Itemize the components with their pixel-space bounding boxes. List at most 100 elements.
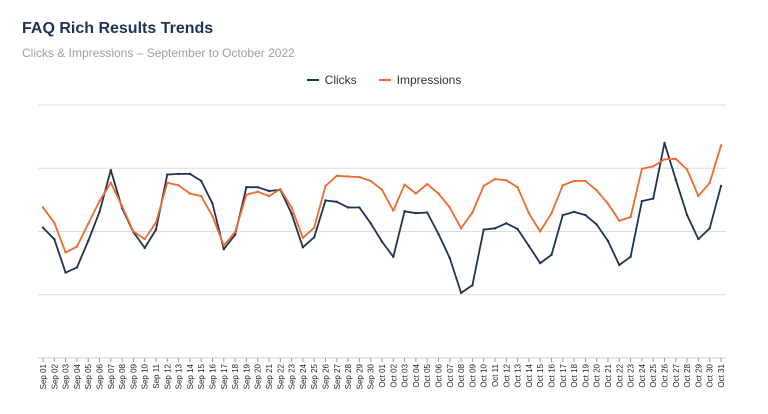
x-tick-label: Sep 17 bbox=[220, 363, 229, 389]
data-point-clicks bbox=[606, 239, 610, 243]
data-point-impressions bbox=[279, 187, 282, 191]
data-point-clicks bbox=[143, 246, 146, 250]
chart-legend: Clicks Impressions bbox=[0, 73, 768, 87]
x-tick-label: Sep 22 bbox=[276, 363, 285, 389]
x-tick-label: Sep 27 bbox=[333, 363, 342, 389]
data-point-impressions bbox=[313, 226, 316, 229]
data-point-impressions bbox=[516, 186, 519, 189]
data-point-clicks bbox=[290, 212, 293, 215]
data-point-impressions bbox=[685, 168, 689, 171]
x-tick-label: Sep 30 bbox=[367, 363, 376, 389]
x-tick-label: Oct 06 bbox=[435, 363, 444, 387]
data-point-impressions bbox=[188, 192, 192, 195]
data-point-impressions bbox=[245, 193, 248, 197]
x-tick-label: Sep 07 bbox=[107, 363, 116, 389]
x-tick-label: Sep 04 bbox=[73, 363, 82, 389]
data-point-impressions bbox=[493, 177, 497, 181]
data-point-clicks bbox=[403, 210, 406, 213]
data-point-impressions bbox=[550, 211, 553, 215]
data-point-impressions bbox=[584, 179, 587, 183]
data-point-impressions bbox=[448, 206, 451, 209]
data-point-clicks bbox=[527, 244, 531, 248]
x-tick-label: Sep 10 bbox=[141, 363, 150, 389]
x-tick-label: Oct 27 bbox=[672, 363, 681, 387]
x-tick-label: Sep 24 bbox=[299, 363, 308, 389]
data-point-impressions bbox=[64, 251, 67, 254]
legend-label-impressions: Impressions bbox=[396, 73, 462, 87]
data-point-impressions bbox=[222, 244, 225, 247]
data-point-impressions bbox=[120, 205, 124, 208]
data-point-impressions bbox=[595, 189, 598, 192]
data-point-clicks bbox=[595, 223, 598, 226]
x-tick-label: Sep 25 bbox=[310, 363, 319, 389]
chart-subtitle: Clicks & Impressions – September to Octo… bbox=[22, 46, 295, 60]
x-tick-label: Sep 08 bbox=[118, 363, 127, 389]
data-point-impressions bbox=[154, 221, 158, 224]
data-point-clicks bbox=[493, 227, 497, 230]
data-point-impressions bbox=[482, 184, 485, 188]
x-tick-label: Oct 30 bbox=[706, 363, 715, 387]
x-tick-label: Sep 03 bbox=[62, 363, 71, 389]
x-tick-label: Sep 28 bbox=[344, 363, 353, 389]
data-point-impressions bbox=[437, 192, 440, 195]
data-point-impressions bbox=[561, 184, 564, 187]
data-point-clicks bbox=[64, 271, 67, 274]
data-point-impressions bbox=[697, 194, 700, 198]
data-point-clicks bbox=[256, 186, 259, 189]
legend-swatch-clicks bbox=[306, 79, 319, 81]
data-point-clicks bbox=[346, 206, 350, 209]
x-tick-label: Sep 23 bbox=[288, 363, 297, 389]
data-point-clicks bbox=[618, 263, 621, 267]
x-tick-label: Oct 20 bbox=[593, 363, 602, 387]
x-tick-label: Oct 08 bbox=[457, 363, 466, 387]
x-tick-label: Sep 29 bbox=[355, 363, 364, 389]
data-point-clicks bbox=[267, 189, 271, 193]
data-point-impressions bbox=[539, 230, 542, 233]
x-tick-label: Sep 16 bbox=[209, 363, 218, 389]
data-point-clicks bbox=[177, 172, 180, 176]
data-point-clicks bbox=[245, 186, 248, 189]
data-point-clicks bbox=[708, 227, 711, 230]
x-tick-label: Oct 24 bbox=[638, 363, 647, 387]
x-tick-label: Sep 02 bbox=[50, 363, 59, 389]
data-point-clicks bbox=[459, 291, 463, 295]
x-tick-label: Oct 12 bbox=[502, 363, 511, 387]
data-point-impressions bbox=[346, 175, 350, 178]
data-point-clicks bbox=[674, 178, 677, 181]
data-point-impressions bbox=[132, 230, 135, 233]
x-tick-label: Sep 20 bbox=[254, 363, 263, 389]
data-point-impressions bbox=[618, 219, 621, 222]
x-tick-label: Sep 26 bbox=[322, 363, 331, 389]
x-tick-label: Oct 13 bbox=[514, 363, 523, 387]
legend-item-impressions[interactable]: Impressions bbox=[378, 73, 462, 87]
data-point-clicks bbox=[98, 210, 101, 214]
data-point-clicks bbox=[629, 255, 632, 258]
x-tick-label: Oct 31 bbox=[717, 363, 726, 387]
data-point-clicks bbox=[53, 237, 56, 241]
x-tick-label: Oct 25 bbox=[649, 363, 658, 387]
data-point-clicks bbox=[719, 184, 723, 188]
x-tick-label: Oct 03 bbox=[401, 363, 410, 387]
x-tick-label: Oct 16 bbox=[548, 363, 557, 387]
data-point-clicks bbox=[222, 248, 225, 251]
data-point-clicks bbox=[663, 141, 666, 145]
x-tick-label: Oct 02 bbox=[389, 363, 398, 387]
data-point-clicks bbox=[324, 199, 327, 202]
x-tick-label: Oct 01 bbox=[378, 363, 387, 387]
data-point-clicks bbox=[471, 284, 474, 287]
data-point-impressions bbox=[41, 206, 45, 209]
data-point-impressions bbox=[211, 215, 214, 218]
legend-label-clicks: Clicks bbox=[324, 73, 357, 87]
data-point-clicks bbox=[550, 253, 553, 257]
x-tick-label: Oct 07 bbox=[446, 363, 455, 387]
x-tick-label: Oct 05 bbox=[423, 363, 432, 387]
data-point-impressions bbox=[380, 188, 384, 191]
legend-item-clicks[interactable]: Clicks bbox=[306, 73, 357, 87]
x-tick-label: Sep 06 bbox=[96, 363, 105, 389]
x-tick-label: Oct 29 bbox=[694, 363, 703, 387]
data-point-clicks bbox=[109, 168, 113, 172]
data-point-clicks bbox=[437, 232, 440, 236]
data-point-clicks bbox=[426, 211, 429, 214]
data-point-clicks bbox=[166, 173, 169, 176]
data-point-impressions bbox=[358, 175, 361, 179]
